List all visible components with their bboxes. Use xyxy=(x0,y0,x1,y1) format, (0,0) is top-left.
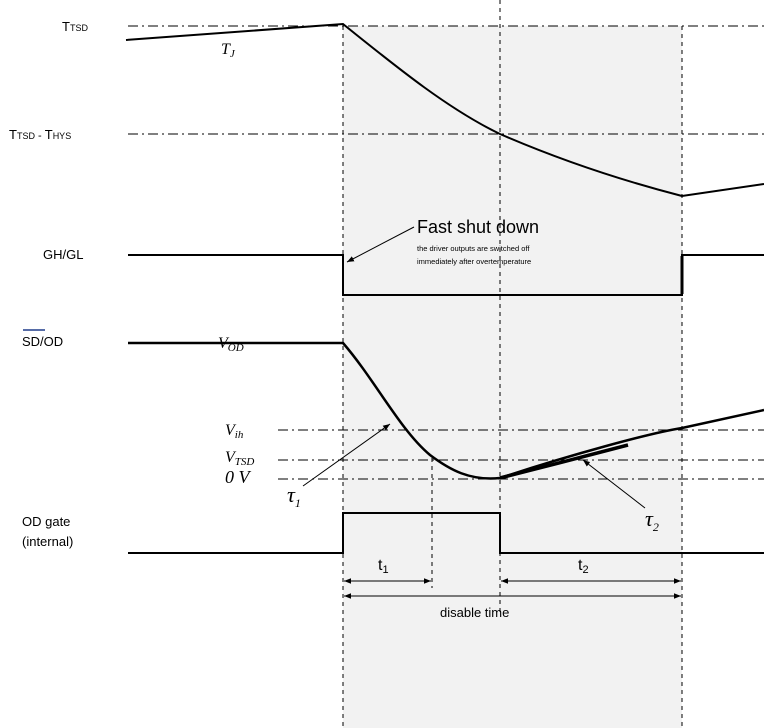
shaded-region xyxy=(343,26,682,728)
tau1-label: τ1 xyxy=(287,482,301,510)
fast-shutdown-note-2: immediately after overtemperature xyxy=(417,257,531,266)
tj-label: TJ xyxy=(221,41,236,60)
v-tsd-label: VTSD xyxy=(225,449,254,468)
zero-v-label: 0 V xyxy=(225,467,252,487)
od-gate-waveform xyxy=(128,512,764,554)
sd-od-waveform xyxy=(128,341,764,480)
tau1-arrow xyxy=(302,423,391,487)
v-od-label: VOD xyxy=(218,335,244,354)
tau2-thick-segment xyxy=(499,443,629,480)
od-gate-label-line1: OD gate xyxy=(22,514,70,529)
fast-shutdown-title: Fast shut down xyxy=(417,217,539,237)
t1-label: t1 xyxy=(378,557,389,576)
gh-gl-waveform xyxy=(128,254,764,296)
ttsd-label: TTSD xyxy=(62,19,88,34)
od-gate-label-line2: (internal) xyxy=(22,534,73,549)
tj-curve xyxy=(125,22,764,198)
ttsd-thys-label: TTSD - THYS xyxy=(9,127,71,142)
gh-gl-label: GH/GL xyxy=(43,247,83,262)
tau2-arrow xyxy=(582,459,646,509)
sd-od-label: SD/OD xyxy=(22,334,63,349)
disable-time-label: disable time xyxy=(440,605,509,620)
tau2-label: τ2 xyxy=(645,506,659,534)
t2-label: t2 xyxy=(578,557,589,576)
v-ih-label: Vih xyxy=(225,422,244,441)
fast-shutdown-note-1: the driver outputs are switched off xyxy=(417,244,530,253)
fast-shutdown-arrow xyxy=(346,226,415,263)
